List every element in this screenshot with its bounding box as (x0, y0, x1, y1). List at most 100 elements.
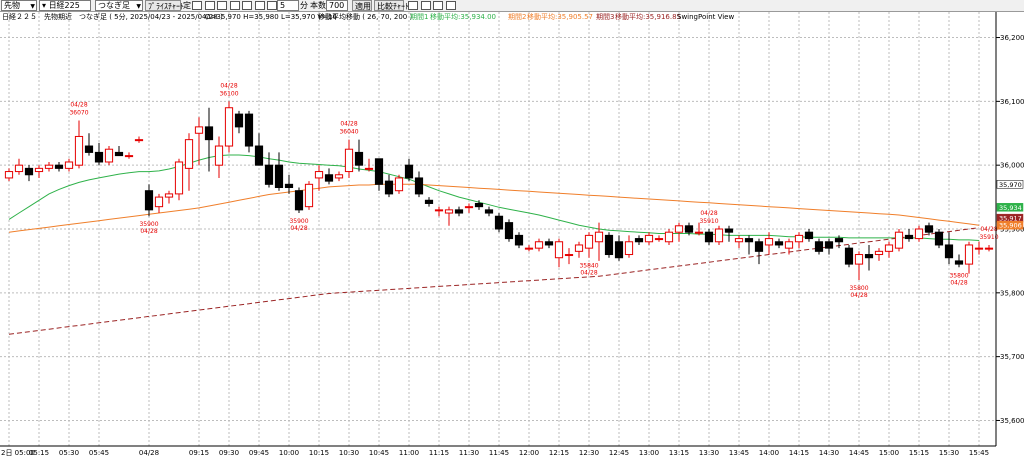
x-tick-label: 13:00 (639, 449, 659, 457)
price-label: 35,934 (996, 203, 1024, 212)
candle-body (394, 177, 404, 192)
candle-body (4, 171, 14, 179)
candle (844, 244, 854, 268)
magnify-icon[interactable] (229, 1, 240, 10)
candle (474, 200, 484, 210)
swing-value: 35840 (579, 263, 598, 270)
candle (154, 193, 164, 214)
x-tick-label: 05:30 (59, 449, 79, 457)
candle (984, 244, 994, 252)
candle-body (934, 231, 944, 246)
market-select[interactable]: 先物 ▼ (1, 0, 37, 11)
x-tick-label: 10:15 (309, 449, 329, 457)
candle (204, 107, 214, 172)
candle-body (254, 145, 264, 166)
ma1-line (8, 154, 980, 241)
candle-body (324, 174, 334, 182)
price-label-box (996, 220, 1024, 230)
candle (404, 158, 414, 182)
candle-body (124, 155, 134, 158)
swing-date: 04/28 (70, 102, 87, 109)
candle (384, 174, 394, 198)
candle-body (524, 247, 534, 250)
candle (394, 174, 404, 194)
candle (894, 229, 904, 252)
candle-body (384, 180, 394, 195)
x-tick-label: 04/28 (139, 449, 159, 457)
candle-body (924, 225, 934, 233)
grid-icon[interactable] (217, 1, 228, 10)
candle (954, 254, 964, 268)
candle-body (334, 174, 344, 179)
candle-body (474, 202, 484, 208)
candle (94, 142, 104, 166)
line-icon[interactable] (420, 1, 431, 10)
candle (574, 241, 584, 258)
candle (54, 161, 64, 172)
candle (144, 184, 154, 217)
candle (234, 110, 244, 134)
candle (354, 139, 364, 172)
pencil-icon[interactable] (204, 1, 215, 10)
interval-input[interactable]: 5 (277, 0, 299, 11)
candle-body (694, 231, 704, 234)
candle (814, 238, 824, 255)
price-chart[interactable]: 04/28360703590004/2804/28361003590004/28… (0, 12, 1024, 458)
unit-label: 本数 (310, 1, 326, 10)
zoom-out-icon[interactable] (254, 1, 265, 10)
candle-body (504, 222, 514, 240)
candle-body (44, 164, 54, 169)
candle (654, 235, 664, 242)
tool-icons (192, 0, 278, 11)
swing-date: 04/28 (950, 279, 967, 286)
x-tick-label: 11:15 (429, 449, 449, 457)
swing-points: 04/28360703590004/2804/28361003590004/28… (69, 82, 998, 299)
candle (364, 158, 374, 172)
x-tick-label: 15:15 (909, 449, 929, 457)
marker-icon[interactable] (445, 1, 456, 10)
candle (64, 158, 74, 172)
candle (34, 165, 44, 178)
candle (504, 219, 514, 242)
candle-body (864, 254, 874, 259)
swing-date: 04/28 (700, 210, 717, 217)
candle (424, 197, 434, 207)
candle-body (444, 209, 454, 214)
price-label: 35,906 (996, 220, 1024, 230)
ma2-line (8, 183, 980, 233)
candle-body (684, 225, 694, 233)
x-tick-label: 12:15 (549, 449, 569, 457)
candle-body (224, 107, 234, 147)
symbol-select[interactable]: ▾ 日経225 (39, 0, 91, 11)
candle-body (674, 225, 684, 233)
arrow-icon[interactable] (408, 1, 418, 10)
candle (74, 120, 84, 169)
x-tick-label: 14:30 (819, 449, 839, 457)
cross-icon[interactable] (267, 1, 278, 10)
candle (674, 222, 684, 242)
ma2-value: 移動平均:35,905.57 (527, 12, 593, 21)
zoom-in-icon[interactable] (242, 1, 253, 10)
price-chart-button[interactable]: ﾌﾟﾗｲｽﾁｬｰﾄ (145, 0, 184, 11)
candle (14, 158, 24, 175)
trend-icon[interactable] (433, 1, 444, 10)
candle (44, 161, 54, 172)
candle-body (414, 177, 424, 195)
compare-chart-button[interactable]: 比較ﾁｬｰﾄ (374, 0, 409, 11)
x-tick-label: 05:45 (89, 449, 109, 457)
apply-button[interactable]: 適用 (352, 0, 372, 11)
candle (184, 133, 194, 191)
settings-icon[interactable] (192, 1, 202, 10)
count-input[interactable]: 700 (326, 0, 348, 11)
candle (524, 244, 534, 252)
candle-body (74, 135, 84, 166)
candle-body (424, 199, 434, 204)
candle (914, 225, 924, 242)
candle-body (274, 164, 284, 189)
candle (514, 232, 524, 249)
ma1-prefix: 期間1 (410, 13, 428, 21)
link-select[interactable]: つなぎ足 ▼ (95, 0, 143, 11)
